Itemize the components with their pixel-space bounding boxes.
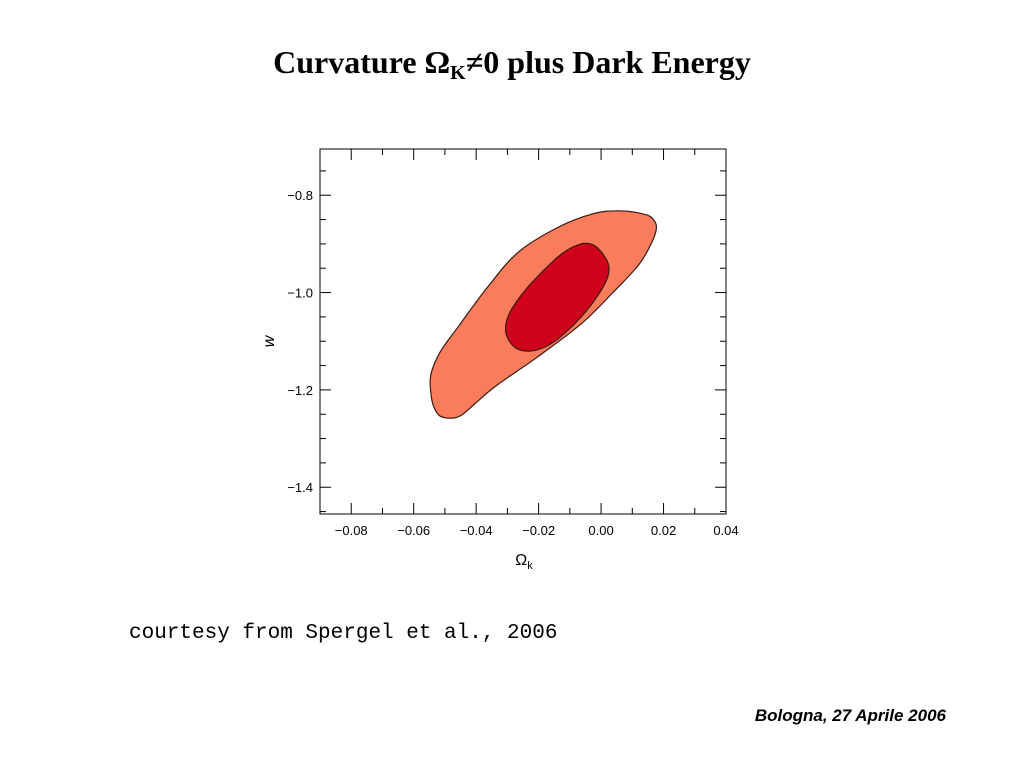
x-tick-label: −0.02: [522, 523, 555, 538]
title-subscript: K: [450, 62, 466, 84]
x-tick-label: 0.04: [713, 523, 738, 538]
credit-text: courtesy from Spergel et al., 2006: [129, 622, 558, 645]
axis-tick-labels: −0.08 −0.06 −0.04 −0.02 0.00 0.02 0.04 −0.8 −1.0…: [287, 188, 738, 538]
confidence-regions: [429, 210, 658, 419]
x-axis-label: Ωk: [515, 552, 533, 572]
footer-text: Bologna, 27 Aprile 2006: [754, 706, 946, 725]
plot-frame: [319, 148, 727, 515]
y-tick-label: −1.4: [287, 480, 313, 495]
slide-title: Curvature ΩK≠0 plus Dark Energy: [273, 44, 751, 84]
x-tick-label: −0.04: [460, 523, 493, 538]
contour-chart: −0.08 −0.06 −0.04 −0.02 0.00 0.02 0.04 −0.8 −1.0…: [261, 148, 739, 572]
axis-ticks: [319, 149, 727, 514]
confidence-region-inner: [504, 242, 610, 352]
x-tick-label: 0.00: [588, 523, 613, 538]
y-axis-label: w: [261, 334, 278, 347]
y-tick-label: −1.0: [287, 286, 313, 301]
x-tick-label: −0.08: [335, 523, 368, 538]
x-tick-label: −0.06: [397, 523, 430, 538]
y-tick-label: −0.8: [287, 188, 313, 203]
x-tick-label: 0.02: [651, 523, 676, 538]
y-tick-label: −1.2: [287, 383, 313, 398]
